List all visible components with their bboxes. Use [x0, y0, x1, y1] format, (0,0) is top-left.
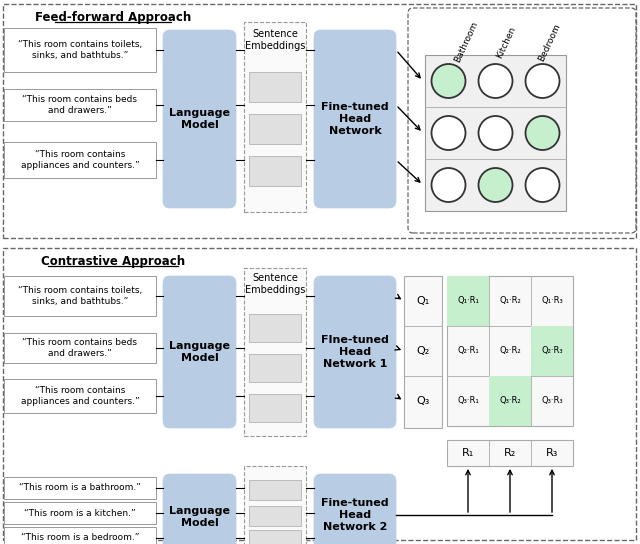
Bar: [249, 506, 301, 526]
Text: Q₁·R₃: Q₁·R₃: [541, 296, 563, 306]
Text: R₁: R₁: [462, 448, 474, 458]
Bar: [447, 276, 573, 426]
Bar: [249, 530, 301, 544]
Text: FIne-tuned
Head
Network 1: FIne-tuned Head Network 1: [321, 336, 389, 369]
Text: Language
Model: Language Model: [169, 108, 230, 130]
Text: Q₃·R₂: Q₃·R₂: [499, 397, 521, 405]
Text: Q₂·R₂: Q₂·R₂: [499, 347, 521, 355]
Bar: [244, 22, 306, 212]
Bar: [4, 477, 156, 499]
Bar: [531, 326, 573, 376]
Bar: [249, 156, 301, 186]
Circle shape: [431, 64, 465, 98]
Bar: [4, 379, 156, 413]
Text: Q₁·R₂: Q₁·R₂: [499, 296, 521, 306]
Bar: [249, 72, 301, 102]
FancyBboxPatch shape: [314, 474, 396, 544]
Text: Language
Model: Language Model: [169, 506, 230, 528]
Bar: [404, 276, 442, 428]
Bar: [4, 276, 156, 316]
Circle shape: [431, 168, 465, 202]
Circle shape: [479, 64, 513, 98]
Text: Bedroom: Bedroom: [537, 22, 563, 63]
FancyBboxPatch shape: [163, 276, 236, 428]
Text: Q₁·R₁: Q₁·R₁: [457, 296, 479, 306]
Bar: [3, 4, 636, 238]
Bar: [4, 142, 156, 178]
Text: R₂: R₂: [504, 448, 516, 458]
Text: Fine-tuned
Head
Network: Fine-tuned Head Network: [321, 102, 389, 135]
Text: Q₃·R₃: Q₃·R₃: [541, 397, 563, 405]
Circle shape: [479, 116, 513, 150]
Bar: [3, 248, 636, 540]
Bar: [249, 354, 301, 382]
Text: Language
Model: Language Model: [169, 341, 230, 363]
Text: “This room is a bathroom.”: “This room is a bathroom.”: [19, 484, 141, 492]
Text: Fine-tuned
Head
Network 2: Fine-tuned Head Network 2: [321, 498, 389, 531]
Text: “This room contains
appliances and counters.”: “This room contains appliances and count…: [20, 386, 140, 406]
Circle shape: [431, 116, 465, 150]
Bar: [249, 480, 301, 500]
Text: “This room is a kitchen.”: “This room is a kitchen.”: [24, 509, 136, 517]
Bar: [4, 333, 156, 363]
Text: “This room contains beds
and drawers.”: “This room contains beds and drawers.”: [22, 338, 138, 358]
Text: Q₂·R₁: Q₂·R₁: [457, 347, 479, 355]
Text: Feed-forward Approach: Feed-forward Approach: [35, 10, 191, 23]
Bar: [4, 28, 156, 72]
Text: Sentence
Embeddings: Sentence Embeddings: [245, 273, 305, 295]
Text: “This room contains
appliances and counters.”: “This room contains appliances and count…: [20, 150, 140, 170]
Bar: [249, 394, 301, 422]
Bar: [249, 314, 301, 342]
FancyBboxPatch shape: [314, 276, 396, 428]
Bar: [4, 89, 156, 121]
Circle shape: [525, 64, 559, 98]
Circle shape: [525, 168, 559, 202]
FancyBboxPatch shape: [163, 474, 236, 544]
Text: Q₂·R₃: Q₂·R₃: [541, 347, 563, 355]
Bar: [489, 376, 531, 426]
Circle shape: [479, 168, 513, 202]
Text: Q₃: Q₃: [416, 396, 429, 406]
Bar: [4, 502, 156, 524]
Text: Kitchen: Kitchen: [495, 24, 518, 59]
Text: Q₃·R₁: Q₃·R₁: [457, 397, 479, 405]
Bar: [425, 55, 566, 211]
Text: Contrastive Approach: Contrastive Approach: [41, 255, 185, 268]
FancyBboxPatch shape: [314, 30, 396, 208]
Bar: [244, 466, 306, 544]
Text: Sentence
Embeddings: Sentence Embeddings: [245, 29, 305, 51]
Bar: [447, 440, 573, 466]
Text: “This room contains toilets,
sinks, and bathtubs.”: “This room contains toilets, sinks, and …: [18, 40, 142, 60]
Text: “This room contains beds
and drawers.”: “This room contains beds and drawers.”: [22, 95, 138, 115]
Bar: [244, 268, 306, 436]
Text: Q₂: Q₂: [417, 346, 429, 356]
Text: Q₁: Q₁: [417, 296, 429, 306]
Bar: [249, 114, 301, 144]
Text: “This room contains toilets,
sinks, and bathtubs.”: “This room contains toilets, sinks, and …: [18, 286, 142, 306]
Text: Bathroom: Bathroom: [453, 20, 480, 64]
FancyBboxPatch shape: [163, 30, 236, 208]
Bar: [447, 276, 489, 326]
Text: “This room is a bedroom.”: “This room is a bedroom.”: [21, 534, 139, 542]
Text: R₃: R₃: [546, 448, 558, 458]
Circle shape: [525, 116, 559, 150]
Bar: [4, 527, 156, 544]
